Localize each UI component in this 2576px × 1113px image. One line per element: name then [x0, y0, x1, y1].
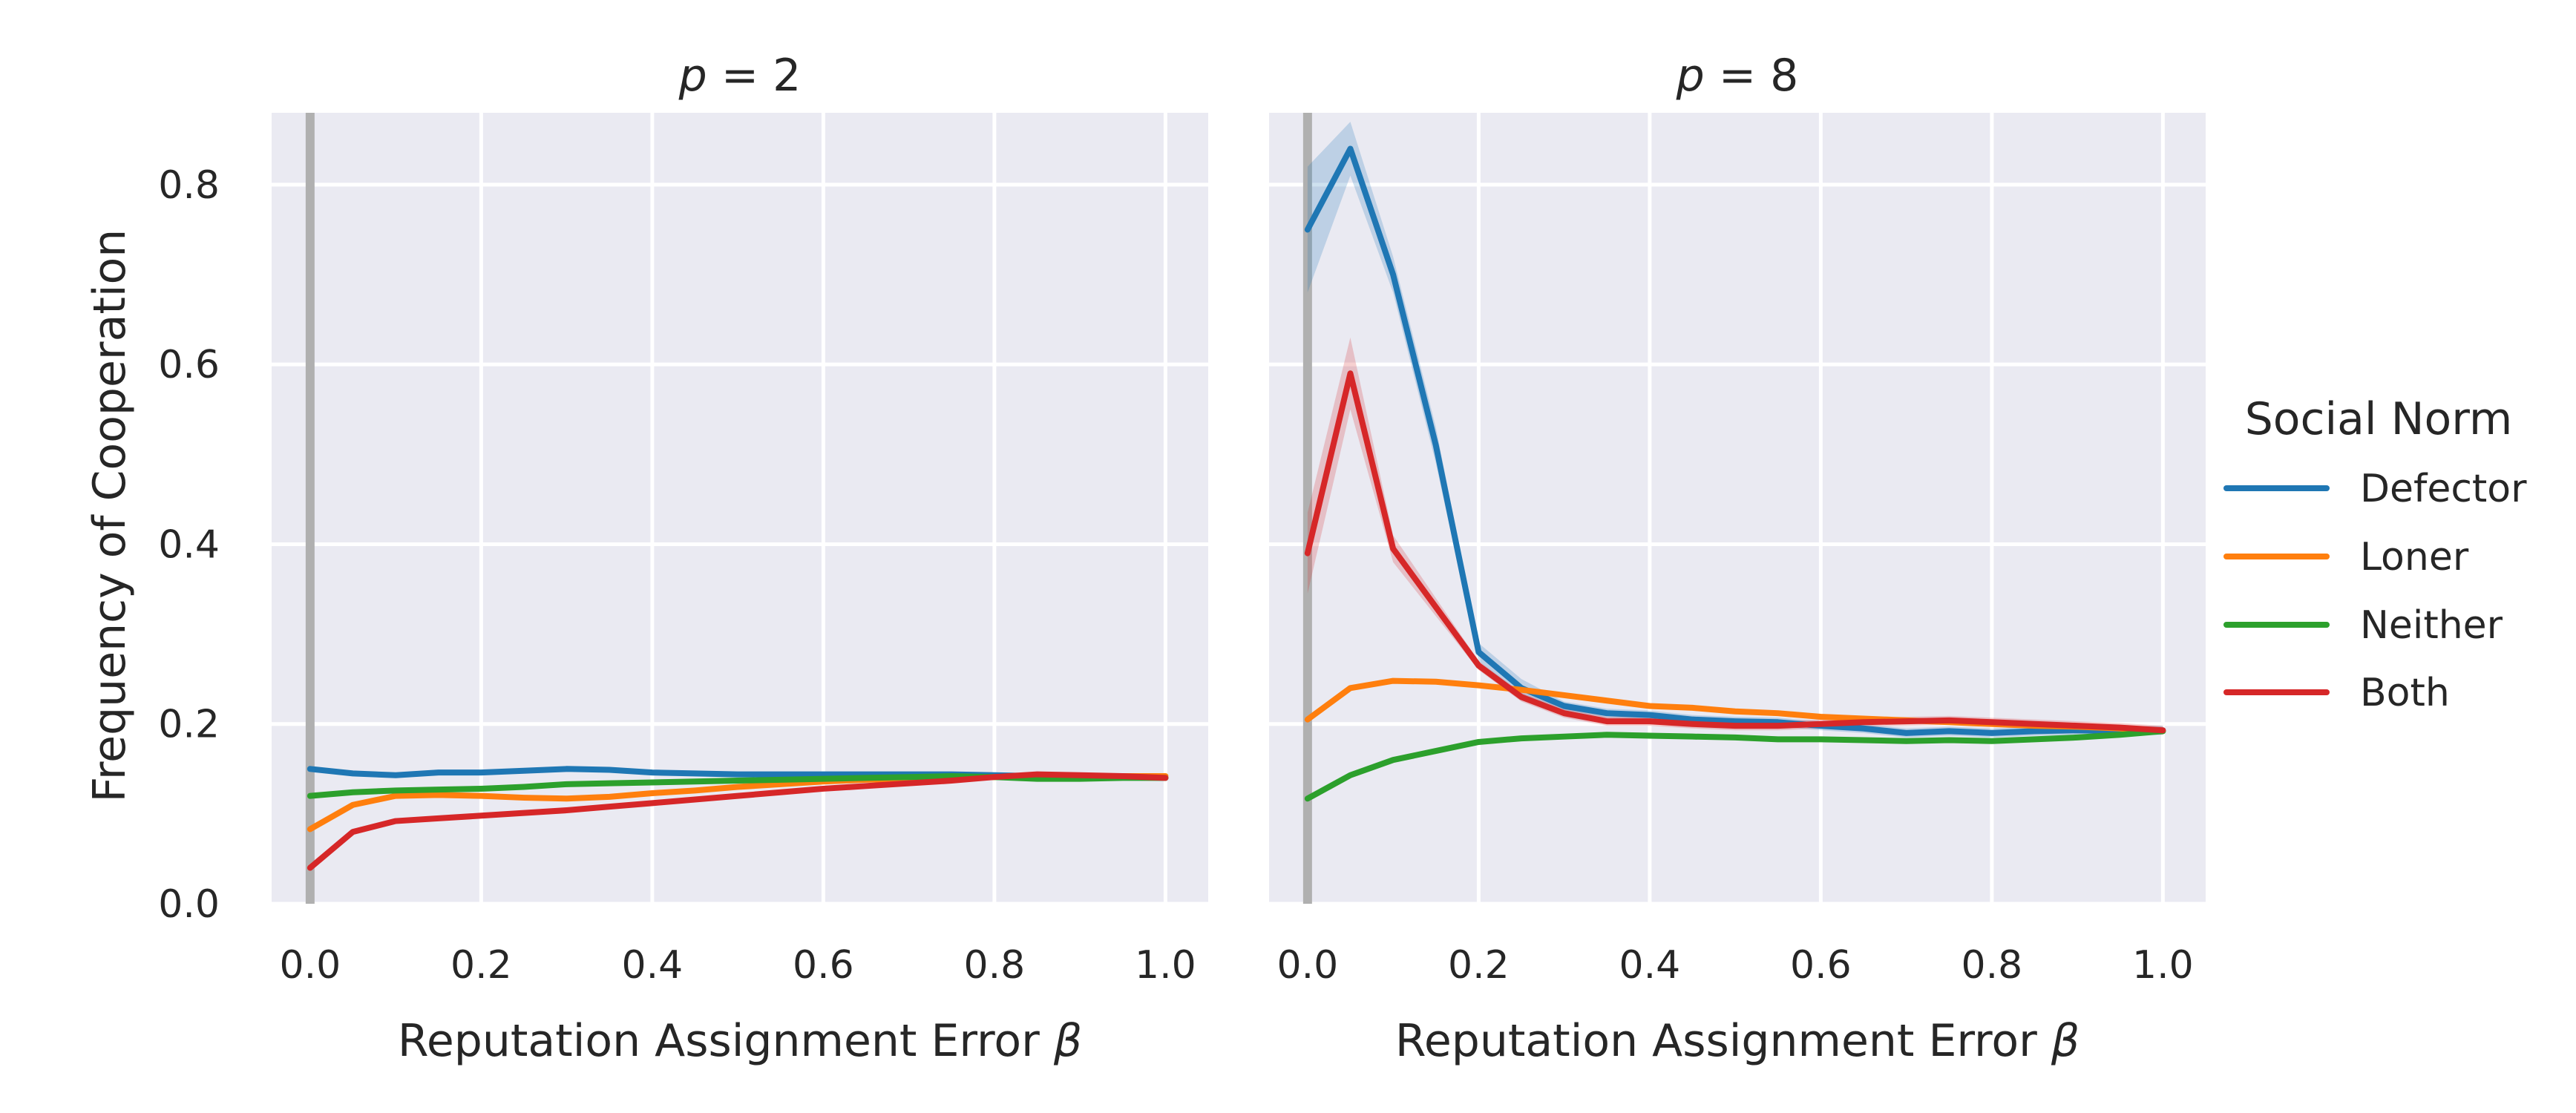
panel-title-eq: = 2 — [707, 50, 802, 102]
series-line-neither — [1304, 728, 2166, 802]
plot-area — [1269, 113, 2206, 904]
legend-label-loner: Loner — [2360, 535, 2469, 580]
legend-label-neither: Neither — [2360, 603, 2503, 648]
x-axis-label-symbol: β — [1053, 1015, 1082, 1067]
y-tick-label: 0.6 — [158, 343, 220, 387]
y-tick-label: 0.8 — [158, 163, 220, 208]
legend-label-both: Both — [2360, 671, 2450, 715]
x-axis-label: Reputation Assignment Error β — [1395, 1015, 2080, 1067]
x-tick-label: 1.0 — [2132, 943, 2194, 988]
series-line-defector — [1304, 145, 2166, 736]
legend-title: Social Norm — [2245, 393, 2513, 445]
y-axis-label: Frequency of Cooperation — [84, 229, 136, 803]
x-tick-label: 0.8 — [1962, 943, 2023, 988]
panel-right: 0.0 0.2 0.4 0.6 0.8 1.0 p = 8 Reputation Assign… — [1269, 50, 2206, 1067]
legend-label-defector: Defector — [2360, 467, 2527, 511]
panel-title-eq: = 8 — [1705, 50, 1799, 102]
y-tick-label: 0.0 — [158, 882, 220, 927]
y-tick-label: 0.2 — [158, 703, 220, 747]
x-tick-label: 0.4 — [622, 943, 684, 988]
panel-title-var: p — [678, 50, 707, 102]
x-axis-label: Reputation Assignment Error β — [398, 1015, 1082, 1067]
x-tick-label: 0.0 — [1277, 943, 1339, 988]
x-tick-label: 0.2 — [450, 943, 512, 988]
x-tick-label: 0.6 — [1790, 943, 1852, 988]
x-axis-label-symbol: β — [2051, 1015, 2080, 1067]
x-axis-label-text: Reputation Assignment Error — [1395, 1015, 2051, 1067]
legend: Social Norm Defector Loner Neither Both — [2223, 393, 2527, 715]
panel-left: 0.0 0.2 0.4 0.6 0.8 1.0 0.0 0.2 0.4 0.6 0.8 p = 2 Re… — [158, 50, 1208, 1067]
panel-title-var: p — [1676, 50, 1705, 102]
y-tick-label: 0.4 — [158, 522, 220, 567]
x-tick-label: 0.4 — [1619, 943, 1681, 988]
panel-title: p = 2 — [678, 50, 802, 102]
x-tick-label: 0.0 — [280, 943, 341, 988]
series-line-both — [307, 771, 1169, 871]
x-tick-label: 0.2 — [1448, 943, 1510, 988]
x-tick-label: 1.0 — [1135, 943, 1196, 988]
series-line-neither — [307, 772, 1169, 799]
x-axis-label-text: Reputation Assignment Error — [398, 1015, 1054, 1067]
series-line-both — [1304, 370, 2166, 734]
panel-title: p = 8 — [1676, 50, 1799, 102]
x-tick-label: 0.8 — [964, 943, 1026, 988]
x-tick-label: 0.6 — [793, 943, 854, 988]
